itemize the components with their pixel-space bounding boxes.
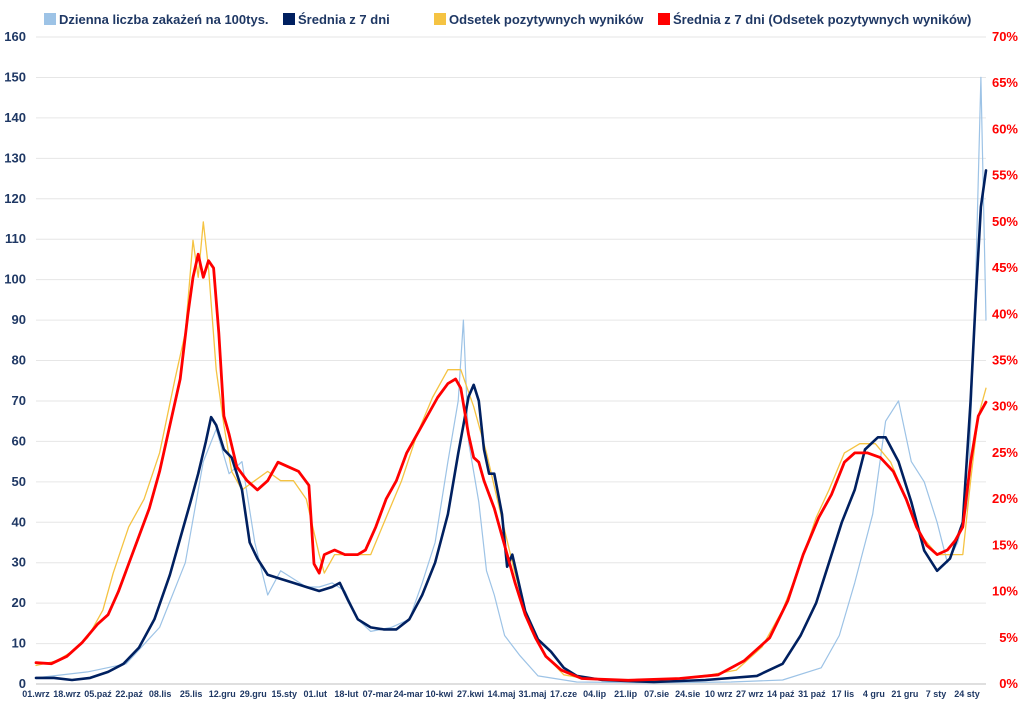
x-tick-label: 14 paź	[767, 689, 795, 699]
legend-label: Odsetek pozytywnych wyników	[449, 12, 644, 27]
y-right-tick-label: 50%	[992, 214, 1018, 229]
legend-label: Średnia z 7 dni (Odsetek pozytywnych wyn…	[673, 12, 971, 27]
y-right-tick-label: 55%	[992, 168, 1018, 183]
y-left-tick-label: 50	[12, 474, 26, 489]
x-axis-ticks: 01.wrz 18.wrz 05.paź 22.paź 08.lis 25.lis 12.g…	[22, 689, 980, 699]
y-left-tick-label: 60	[12, 433, 26, 448]
y-right-tick-label: 35%	[992, 353, 1018, 368]
x-tick-label: 27 wrz	[736, 689, 764, 699]
x-tick-label: 01.lut	[304, 689, 328, 699]
legend-label: Średnia z 7 dni	[298, 12, 390, 27]
y-left-tick-label: 90	[12, 312, 26, 327]
left-axis-ticks: 0 10 20 30 40 50 60 70 80 90 100 110 120 130 140 150 160	[4, 29, 26, 691]
series-lines	[34, 76, 988, 684]
x-tick-label: 27.kwi	[457, 689, 484, 699]
y-right-tick-label: 60%	[992, 121, 1018, 136]
x-tick-label: 24-mar	[394, 689, 424, 699]
y-right-tick-label: 15%	[992, 537, 1018, 552]
x-tick-label: 29.gru	[240, 689, 267, 699]
x-tick-label: 7 sty	[926, 689, 947, 699]
x-tick-label: 10-kwi	[426, 689, 454, 699]
y-left-tick-label: 10	[12, 636, 26, 651]
legend-swatch	[44, 13, 56, 25]
y-right-tick-label: 10%	[992, 584, 1018, 599]
x-tick-label: 21 gru	[891, 689, 918, 699]
y-left-tick-label: 140	[4, 110, 26, 125]
legend: Dzienna liczba zakażeń na 100tys. Średnia…	[44, 12, 971, 27]
y-left-tick-label: 130	[4, 150, 26, 165]
y-right-tick-label: 70%	[992, 29, 1018, 44]
y-left-tick-label: 30	[12, 555, 26, 570]
legend-swatch	[434, 13, 446, 25]
x-tick-label: 31.maj	[519, 689, 547, 699]
legend-swatch	[658, 13, 670, 25]
y-left-tick-label: 0	[19, 676, 26, 691]
y-right-tick-label: 5%	[999, 630, 1018, 645]
y-right-tick-label: 25%	[992, 445, 1018, 460]
x-tick-label: 17.cze	[550, 689, 577, 699]
y-right-tick-label: 0%	[999, 676, 1018, 691]
x-tick-label: 24.sie	[675, 689, 700, 699]
x-tick-label: 25.lis	[180, 689, 203, 699]
right-axis-ticks: 0% 5% 10% 15% 20% 25% 30% 35% 40% 45% 50% 55% 60% 65%…	[992, 29, 1018, 691]
y-left-tick-label: 40	[12, 514, 26, 529]
y-left-tick-label: 160	[4, 29, 26, 44]
y-right-tick-label: 30%	[992, 399, 1018, 414]
legend-swatch	[283, 13, 295, 25]
x-tick-label: 18.wrz	[53, 689, 81, 699]
y-left-tick-label: 70	[12, 393, 26, 408]
y-left-tick-label: 120	[4, 191, 26, 206]
x-tick-label: 07.sie	[644, 689, 669, 699]
x-tick-label: 31 paź	[798, 689, 826, 699]
x-tick-label: 15.sty	[272, 689, 298, 699]
x-tick-label: 12.gru	[209, 689, 236, 699]
series-line-3	[35, 221, 987, 682]
y-right-tick-label: 40%	[992, 306, 1018, 321]
x-tick-label: 01.wrz	[22, 689, 50, 699]
x-tick-label: 24 sty	[954, 689, 980, 699]
x-tick-label: 07-mar	[363, 689, 393, 699]
x-tick-label: 10 wrz	[705, 689, 733, 699]
x-tick-label: 05.paź	[84, 689, 112, 699]
y-right-tick-label: 45%	[992, 260, 1018, 275]
x-tick-label: 22.paź	[115, 689, 143, 699]
y-left-tick-label: 150	[4, 69, 26, 84]
y-left-tick-label: 100	[4, 272, 26, 287]
y-left-tick-label: 80	[12, 353, 26, 368]
y-right-tick-label: 65%	[992, 75, 1018, 90]
x-tick-label: 18-lut	[334, 689, 358, 699]
x-tick-label: 04.lip	[583, 689, 607, 699]
gridlines	[36, 36, 986, 685]
x-tick-label: 21.lip	[614, 689, 638, 699]
x-tick-label: 08.lis	[149, 689, 172, 699]
x-tick-label: 17 lis	[832, 689, 855, 699]
series-line-1	[35, 76, 987, 684]
series-line-4	[34, 252, 988, 682]
y-left-tick-label: 110	[5, 231, 26, 246]
y-right-tick-label: 20%	[992, 491, 1018, 506]
x-tick-label: 14.maj	[487, 689, 515, 699]
legend-label: Dzienna liczba zakażeń na 100tys.	[59, 12, 269, 27]
y-left-tick-label: 20	[12, 595, 26, 610]
x-tick-label: 4 gru	[863, 689, 885, 699]
series-line-2	[34, 169, 988, 684]
